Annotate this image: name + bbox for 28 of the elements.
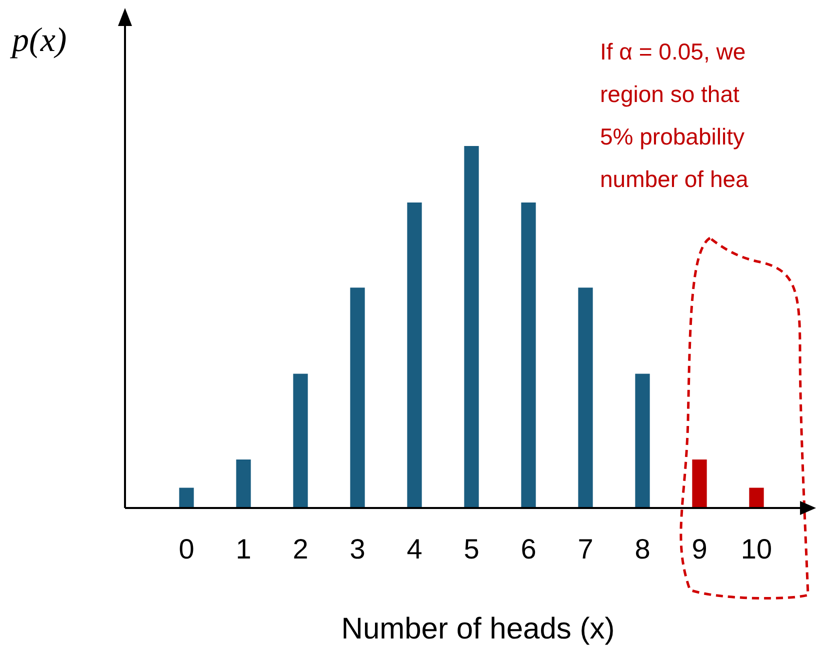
- x-tick-label: 2: [292, 534, 308, 565]
- x-tick-label: 10: [740, 534, 772, 565]
- bar: [749, 488, 764, 508]
- annotation: number of hea: [600, 166, 749, 192]
- y-axis-title: p(x): [10, 22, 67, 59]
- bar: [236, 460, 251, 508]
- bar: [464, 146, 479, 508]
- bar: [578, 288, 593, 508]
- x-tick-label: 0: [178, 534, 194, 565]
- annotation: 5% probability: [600, 123, 745, 150]
- x-tick-label: 8: [634, 534, 650, 565]
- x-tick-label: 7: [578, 534, 594, 565]
- x-tick-label: 1: [236, 534, 252, 565]
- text: If α = 0.05, we: [600, 38, 746, 64]
- x-axis-title: Number of heads (x): [341, 612, 615, 646]
- bar: [521, 202, 536, 508]
- bar: [179, 488, 194, 508]
- x-tick-label: 9: [692, 534, 708, 565]
- bar: [407, 202, 422, 508]
- x-tick-label: 5: [464, 534, 480, 565]
- bar: [350, 288, 365, 508]
- bar: [635, 374, 650, 508]
- text: region so that: [600, 80, 740, 107]
- x-tick-label: 6: [520, 534, 536, 565]
- x-tick-label: 3: [350, 534, 366, 565]
- bar: [692, 460, 707, 508]
- bar: [293, 374, 308, 508]
- x-tick-label: 4: [406, 534, 422, 565]
